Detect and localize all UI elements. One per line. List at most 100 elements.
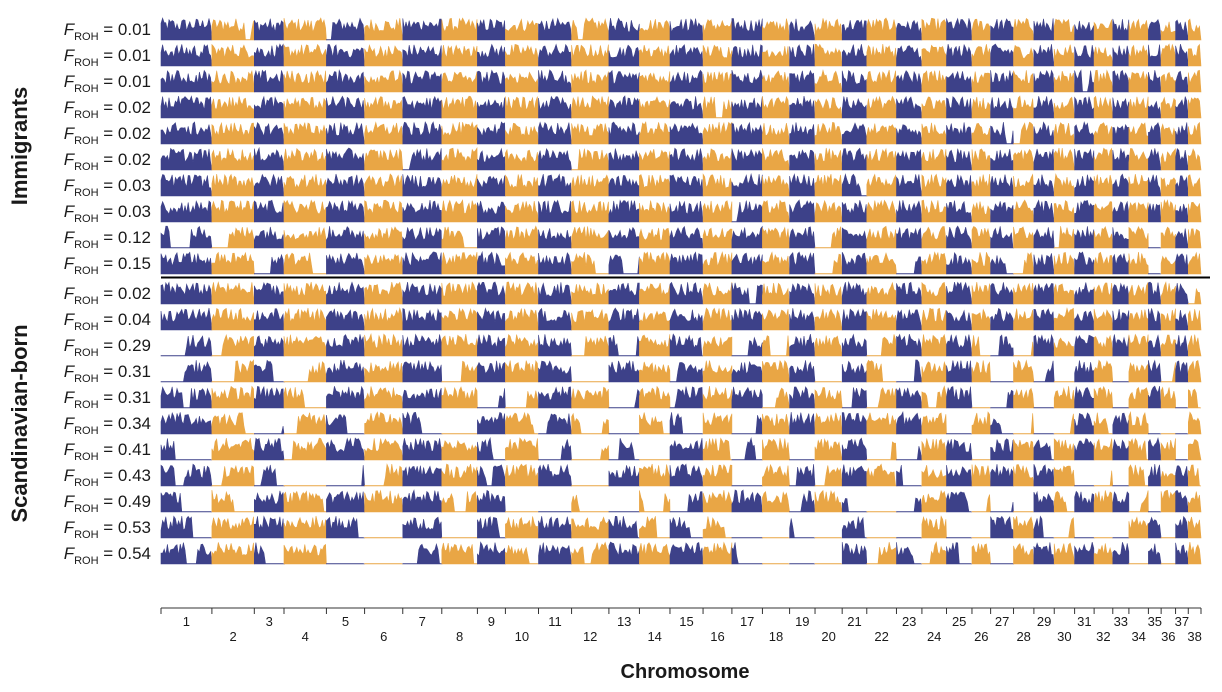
- chromosome-heterozygosity-area: [608, 95, 640, 119]
- chromosome-heterozygosity-area: [326, 69, 365, 93]
- chromosome-heterozygosity-area: [971, 308, 991, 331]
- chromosome-heterozygosity-area: [364, 253, 404, 275]
- chromosome-heterozygosity-area: [160, 335, 213, 357]
- chromosome-heterozygosity-area: [990, 18, 1014, 41]
- chromosome-heterozygosity-area: [571, 381, 610, 383]
- chromosome-heterozygosity-area: [896, 45, 923, 67]
- chromosome-heterozygosity-area: [1112, 227, 1130, 249]
- chromosome-heterozygosity-area: [477, 18, 506, 41]
- froh-symbol: F: [64, 466, 76, 485]
- chromosome-heterozygosity-area: [789, 282, 816, 305]
- chromosome-heterozygosity-area: [538, 252, 572, 275]
- chromosome-heterozygosity-area: [254, 69, 285, 93]
- chromosome-heterozygosity-area: [1093, 490, 1114, 513]
- chromosome-heterozygosity-area: [990, 418, 1015, 435]
- chromosome-tick-label: 15: [679, 614, 693, 629]
- chromosome-heterozygosity-area: [1033, 253, 1055, 275]
- froh-subscript: ROH: [74, 555, 99, 567]
- chromosome-heterozygosity-area: [254, 173, 285, 197]
- chromosome-heterozygosity-area: [608, 359, 640, 383]
- chromosome-heterozygosity-area: [441, 542, 479, 565]
- chromosome-heterozygosity-area: [731, 252, 763, 275]
- chromosome-heterozygosity-area: [971, 360, 991, 383]
- chromosome-tick-label: 34: [1131, 629, 1145, 644]
- chromosome-heterozygosity-area: [1033, 333, 1055, 357]
- froh-subscript: ROH: [74, 109, 99, 121]
- chromosome-heterozygosity-area: [364, 361, 404, 383]
- individual-track: [160, 43, 1202, 67]
- chromosome-heterozygosity-area: [608, 254, 640, 275]
- chromosome-heterozygosity-area: [538, 282, 572, 305]
- chromosome-heterozygosity-area: [326, 516, 365, 539]
- chromosome-heterozygosity-area: [789, 464, 816, 487]
- chromosome-heterozygosity-area: [538, 334, 572, 357]
- chromosome-heterozygosity-area: [1112, 18, 1130, 41]
- chromosome-heterozygosity-area: [866, 463, 898, 487]
- chromosome-heterozygosity-area: [669, 517, 704, 539]
- chromosome-heterozygosity-area: [571, 44, 610, 67]
- chromosome-heterozygosity-area: [1074, 334, 1095, 357]
- chromosome-heterozygosity-area: [866, 541, 897, 565]
- chromosome-heterozygosity-area: [1013, 226, 1035, 249]
- chromosome-heterozygosity-area: [921, 333, 947, 357]
- chromosome-heterozygosity-area: [1160, 433, 1176, 435]
- chromosome-heterozygosity-area: [814, 438, 843, 461]
- chromosome-heterozygosity-area: [1013, 70, 1035, 93]
- chromosome-heterozygosity-area: [946, 96, 973, 119]
- chromosome-heterozygosity-area: [971, 173, 991, 197]
- chromosome-heterozygosity-area: [866, 511, 898, 513]
- chromosome-heterozygosity-area: [946, 251, 973, 275]
- chromosome-heterozygosity-area: [571, 412, 610, 435]
- chromosome-heterozygosity-area: [505, 200, 539, 223]
- chromosome-heterozygosity-area: [1128, 251, 1149, 275]
- group-labels: Immigrants Scandinavian-born: [7, 87, 32, 523]
- chromosome-heterozygosity-area: [669, 386, 704, 409]
- chromosome-heterozygosity-area: [364, 96, 404, 119]
- chromosome-heterozygosity-area: [971, 543, 991, 565]
- chromosome-heterozygosity-area: [608, 148, 640, 171]
- chromosome-heterozygosity-area: [211, 199, 255, 223]
- chromosome-heterozygosity-area: [402, 387, 443, 409]
- chromosome-heterozygosity-area: [921, 281, 947, 305]
- chromosome-heterozygosity-area: [1112, 148, 1130, 171]
- froh-subscript: ROH: [74, 265, 99, 277]
- chromosome-heterozygosity-area: [866, 43, 897, 67]
- chromosome-heterozygosity-area: [1160, 362, 1176, 383]
- chromosome-heterozygosity-area: [608, 433, 640, 435]
- chromosome-heterozygosity-area: [505, 511, 539, 513]
- individual-track: [160, 359, 1202, 383]
- chromosome-heterozygosity-area: [211, 173, 255, 197]
- chromosome-heterozygosity-area: [1013, 148, 1035, 171]
- froh-symbol: F: [64, 176, 76, 195]
- chromosome-heterozygosity-area: [364, 489, 404, 513]
- chromosome-heterozygosity-area: [402, 489, 443, 513]
- chromosome-heterozygosity-area: [921, 412, 947, 435]
- chromosome-heterozygosity-area: [841, 227, 868, 249]
- chromosome-heterozygosity-area: [1128, 44, 1149, 67]
- chromosome-heterozygosity-area: [990, 464, 1014, 487]
- chromosome-heterozygosity-area: [254, 95, 285, 119]
- chromosome-heterozygosity-area: [789, 386, 816, 409]
- chromosome-heterozygosity-area: [1074, 412, 1095, 435]
- chromosome-heterozygosity-area: [505, 148, 539, 171]
- individual-track: [160, 307, 1202, 331]
- chromosome-heterozygosity-area: [1160, 21, 1176, 41]
- chromosome-heterozygosity-area: [1093, 282, 1114, 305]
- chromosome-heterozygosity-area: [921, 465, 947, 487]
- chromosome-heterozygosity-area: [1188, 201, 1202, 223]
- chromosome-heterozygosity-area: [896, 309, 923, 331]
- chromosome-heterozygosity-area: [1093, 438, 1114, 461]
- chromosome-heterozygosity-area: [1074, 542, 1095, 565]
- chromosome-heterozygosity-area: [571, 95, 610, 119]
- chromosome-heterozygosity-area: [639, 334, 671, 357]
- chromosome-heterozygosity-area: [402, 308, 443, 331]
- chromosome-heterozygosity-area: [211, 307, 255, 331]
- chromosome-heterozygosity-area: [254, 542, 286, 565]
- chromosome-heterozygosity-area: [1074, 537, 1095, 539]
- chromosome-heterozygosity-area: [283, 281, 327, 305]
- chromosome-heterozygosity-area: [1074, 310, 1095, 331]
- chromosome-heterozygosity-area: [762, 46, 790, 67]
- chromosome-heterozygosity-area: [1128, 490, 1149, 513]
- chromosome-heterozygosity-area: [896, 70, 923, 93]
- chromosome-heterozygosity-area: [326, 147, 365, 171]
